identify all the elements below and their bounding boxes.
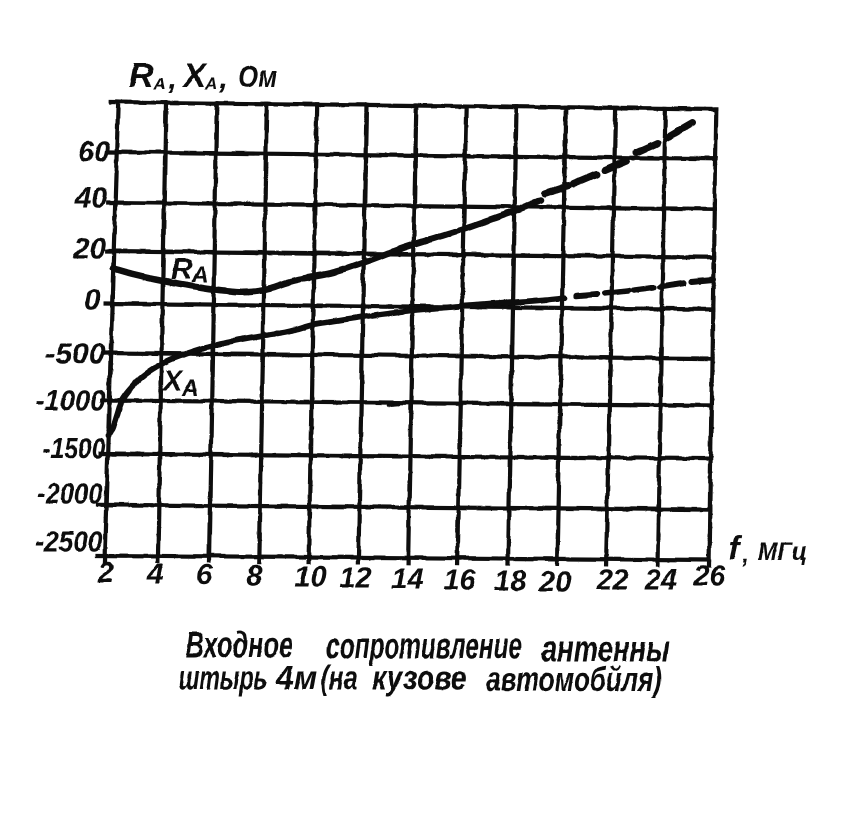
- svg-text:A: A: [152, 74, 165, 93]
- svg-text:МГц: МГц: [758, 538, 807, 566]
- svg-text:20: 20: [72, 233, 105, 265]
- svg-text:60: 60: [78, 136, 110, 168]
- svg-text:A: A: [191, 261, 209, 287]
- svg-text:антенны: антенны: [541, 628, 669, 669]
- svg-text:6: 6: [196, 559, 213, 591]
- svg-text:R: R: [171, 253, 193, 286]
- svg-text:20: 20: [538, 566, 571, 598]
- svg-text:A: A: [204, 74, 217, 93]
- svg-text:,: ,: [167, 62, 176, 95]
- svg-text:сопротивление: сопротивление: [326, 625, 522, 666]
- svg-text:40: 40: [74, 182, 107, 214]
- svg-text:8: 8: [246, 560, 263, 592]
- svg-text:-500: -500: [45, 338, 105, 370]
- svg-text:f: f: [728, 529, 742, 566]
- svg-text:2: 2: [96, 557, 113, 589]
- svg-text:X: X: [181, 57, 208, 95]
- svg-text:(на: (на: [320, 659, 357, 697]
- svg-text:-2500: -2500: [35, 526, 102, 558]
- svg-text:кузове: кузове: [372, 659, 467, 697]
- svg-text:,: ,: [218, 62, 227, 95]
- svg-text:автомобйля): автомобйля): [486, 661, 662, 699]
- svg-text:X: X: [161, 365, 184, 397]
- svg-text:-2000: -2000: [37, 478, 102, 510]
- svg-text:24: 24: [643, 564, 676, 596]
- svg-text:-1000: -1000: [35, 385, 105, 417]
- svg-text:0: 0: [84, 284, 100, 316]
- svg-text:16: 16: [443, 564, 476, 596]
- svg-text:14: 14: [391, 563, 423, 595]
- svg-text:-1500: -1500: [42, 433, 105, 465]
- svg-text:A: A: [181, 375, 199, 401]
- svg-text:R: R: [129, 57, 154, 95]
- svg-text:,: ,: [741, 540, 749, 568]
- svg-text:Ом: Ом: [238, 59, 277, 94]
- svg-text:18: 18: [494, 565, 527, 597]
- svg-text:4: 4: [146, 558, 163, 590]
- svg-text:26: 26: [692, 560, 726, 592]
- svg-text:Входное: Входное: [185, 624, 293, 665]
- svg-text:22: 22: [595, 564, 628, 596]
- svg-text:10: 10: [294, 561, 326, 593]
- svg-text:12: 12: [339, 562, 371, 594]
- svg-text:штырь: штырь: [178, 659, 267, 697]
- svg-text:4м: 4м: [275, 659, 317, 697]
